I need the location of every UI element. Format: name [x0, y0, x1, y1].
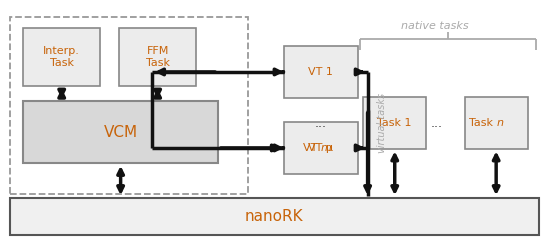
Text: VT: VT: [303, 143, 321, 153]
FancyBboxPatch shape: [23, 102, 218, 163]
Text: VT 1: VT 1: [309, 67, 333, 77]
FancyBboxPatch shape: [464, 97, 528, 149]
Text: ...: ...: [430, 117, 442, 130]
Text: FFM
Task: FFM Task: [145, 46, 170, 68]
Text: native tasks: native tasks: [401, 20, 468, 30]
Text: VCM: VCM: [104, 125, 138, 140]
FancyBboxPatch shape: [119, 28, 196, 86]
Text: ...: ...: [315, 117, 327, 130]
FancyBboxPatch shape: [9, 198, 539, 235]
FancyBboxPatch shape: [23, 28, 100, 86]
Text: Interp.
Task: Interp. Task: [44, 46, 80, 68]
FancyBboxPatch shape: [284, 46, 358, 98]
Text: Task 1: Task 1: [377, 118, 412, 128]
Text: n: n: [496, 118, 503, 128]
Text: virtual tasks: virtual tasks: [377, 93, 387, 153]
Text: m: m: [321, 143, 332, 153]
Text: nanoRK: nanoRK: [245, 209, 304, 224]
Text: Task: Task: [469, 118, 496, 128]
Text: VT μ: VT μ: [308, 143, 333, 153]
FancyBboxPatch shape: [284, 122, 358, 174]
FancyBboxPatch shape: [363, 97, 426, 149]
